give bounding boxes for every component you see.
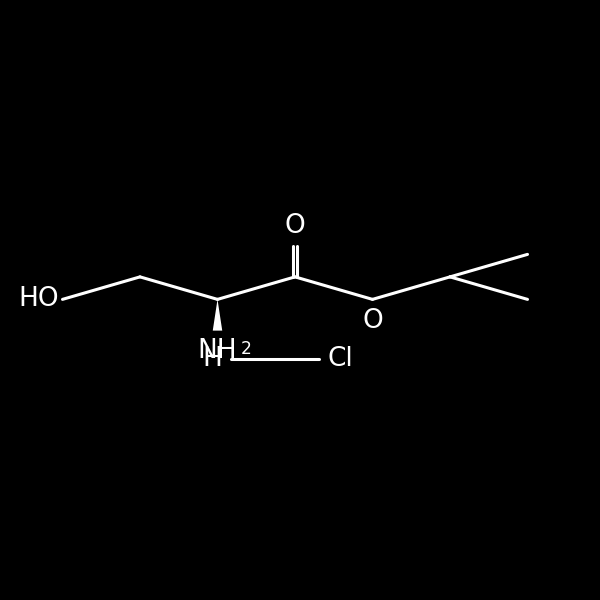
Text: H: H (203, 346, 223, 373)
Text: 2: 2 (241, 340, 251, 358)
Text: NH: NH (197, 337, 238, 364)
Text: O: O (362, 307, 383, 334)
Text: Cl: Cl (328, 346, 353, 373)
Text: O: O (284, 213, 305, 239)
Polygon shape (213, 299, 222, 331)
Text: HO: HO (18, 286, 59, 313)
